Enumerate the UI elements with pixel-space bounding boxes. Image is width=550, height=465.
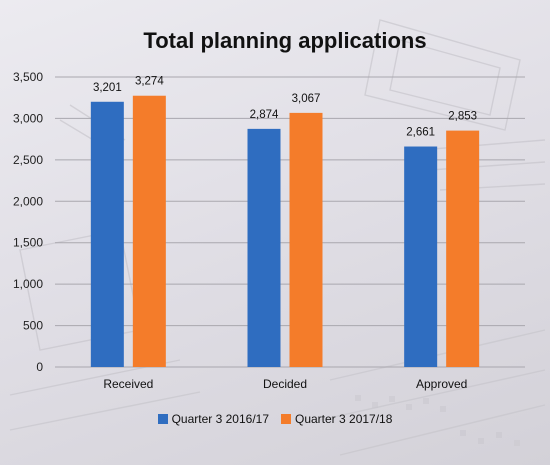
data-label: 3,201 [93,82,122,94]
data-label: 2,874 [250,109,279,121]
x-category-label: Received [103,377,153,391]
y-tick-label: 2,500 [13,153,43,167]
data-label: 3,067 [292,93,321,105]
legend-swatch [157,414,168,424]
y-tick-label: 3,500 [13,70,43,84]
bar [446,130,480,367]
data-label: 3,274 [135,76,164,88]
bar [289,112,323,368]
legend-item: Quarter 3 2017/18 [281,412,392,426]
y-tick-label: 500 [23,319,43,333]
legend-item: Quarter 3 2016/17 [157,412,269,426]
bar [90,101,124,367]
y-tick-label: 3,000 [13,111,43,125]
bar [247,128,281,367]
y-tick-label: 1,500 [13,236,43,250]
bar [132,95,166,368]
data-label: 2,661 [406,127,435,139]
legend-label: Quarter 3 2016/17 [171,412,269,426]
x-category-label: Decided [263,377,307,391]
bar [404,146,438,367]
legend-label: Quarter 3 2017/18 [295,412,393,426]
y-tick-label: 1,000 [13,277,43,291]
y-tick-label: 0 [36,360,43,374]
legend-swatch [281,414,291,424]
chart-title: Total planning applications [143,28,427,53]
y-tick-label: 2,000 [13,194,43,208]
x-category-label: Approved [416,377,467,391]
data-label: 2,853 [448,111,477,123]
legend: Quarter 3 2016/17 Quarter 3 2017/18 [0,412,550,426]
